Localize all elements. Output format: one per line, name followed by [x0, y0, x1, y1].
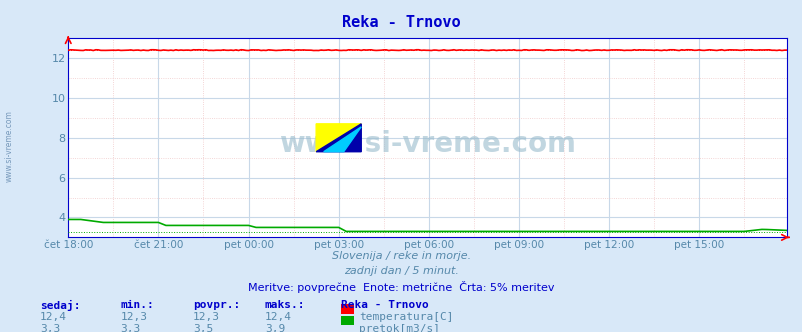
- Text: maks.:: maks.:: [265, 300, 305, 310]
- Text: 12,3: 12,3: [120, 312, 148, 322]
- Text: 3,9: 3,9: [265, 324, 285, 332]
- Polygon shape: [323, 127, 361, 152]
- Polygon shape: [316, 124, 361, 152]
- Text: 12,4: 12,4: [40, 312, 67, 322]
- Text: Reka - Trnovo: Reka - Trnovo: [341, 300, 428, 310]
- Text: zadnji dan / 5 minut.: zadnji dan / 5 minut.: [343, 266, 459, 276]
- Text: povpr.:: povpr.:: [192, 300, 240, 310]
- Text: pretok[m3/s]: pretok[m3/s]: [358, 324, 439, 332]
- Text: sedaj:: sedaj:: [40, 300, 80, 311]
- Text: 12,3: 12,3: [192, 312, 220, 322]
- Text: www.si-vreme.com: www.si-vreme.com: [279, 130, 575, 158]
- Polygon shape: [316, 124, 361, 152]
- Text: temperatura[C]: temperatura[C]: [358, 312, 453, 322]
- Text: www.si-vreme.com: www.si-vreme.com: [5, 110, 14, 182]
- Text: 3,3: 3,3: [120, 324, 140, 332]
- Text: 12,4: 12,4: [265, 312, 292, 322]
- Text: Slovenija / reke in morje.: Slovenija / reke in morje.: [331, 251, 471, 261]
- Text: 3,3: 3,3: [40, 324, 60, 332]
- Text: 3,5: 3,5: [192, 324, 213, 332]
- Text: min.:: min.:: [120, 300, 154, 310]
- Text: Meritve: povprečne  Enote: metrične  Črta: 5% meritev: Meritve: povprečne Enote: metrične Črta:…: [248, 281, 554, 292]
- Text: Reka - Trnovo: Reka - Trnovo: [342, 15, 460, 30]
